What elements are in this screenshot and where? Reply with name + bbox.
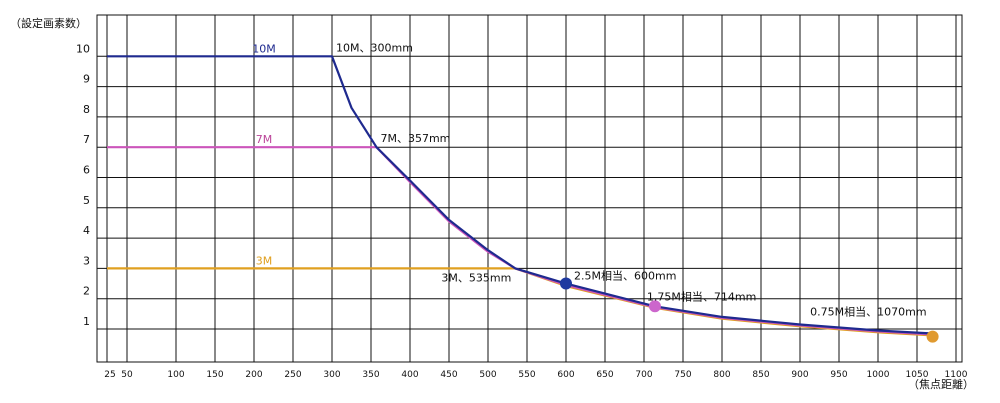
annotation-label: 10M、300mm: [336, 41, 413, 54]
x-tick-label: 25: [104, 370, 115, 380]
y-tick-label: 1: [83, 315, 90, 328]
y-tick-label: 7: [83, 133, 90, 146]
series-label: 7M: [256, 133, 273, 146]
plot-frame: [96, 14, 963, 363]
x-tick-label: 850: [752, 370, 769, 380]
y-tick-label: 10: [76, 42, 90, 55]
y-tick-label: 4: [83, 224, 90, 237]
series-label: 3M: [256, 254, 273, 267]
series-label: 10M: [252, 42, 276, 55]
x-tick-label: 100: [167, 370, 184, 380]
y-tick-label: 6: [83, 164, 90, 177]
x-tick-label: 300: [323, 370, 340, 380]
x-tick-label: 350: [362, 370, 379, 380]
x-tick-label: 1050: [906, 370, 929, 380]
labels: （設定画素数） （焦点距離） 10M 7M 3M 10M、300mm 7M、357mm 3…: [10, 16, 974, 391]
point-marker: [648, 300, 661, 313]
y-tick-label: 8: [83, 103, 90, 116]
annotation-label: 2.5M相当、600mm: [574, 269, 676, 283]
y-tick-label: 5: [83, 194, 90, 207]
x-tick-label: 50: [121, 370, 133, 380]
series-line-7m: [107, 146, 933, 336]
x-tick-label: 750: [674, 370, 691, 380]
x-tick-label: 200: [245, 370, 262, 380]
x-tick-label: 500: [479, 370, 496, 380]
point-markers: [560, 277, 939, 343]
y-tick-label: 9: [83, 73, 90, 86]
y-tick-label: 3: [83, 254, 90, 267]
annotation-label: 0.75M相当、1070mm: [810, 305, 926, 319]
point-marker: [926, 330, 939, 343]
series-line-10m: [107, 55, 933, 335]
x-tick-label: 450: [440, 370, 457, 380]
x-tick-label: 1100: [945, 370, 968, 380]
annotation-label: 3M、535mm: [441, 271, 511, 284]
x-tick-label: 700: [635, 370, 652, 380]
point-marker: [560, 277, 572, 290]
x-tick-label: 600: [557, 370, 574, 380]
x-tick-label: 900: [791, 370, 808, 380]
x-axis-label: （焦点距離）: [908, 377, 974, 391]
x-tick-label: 950: [830, 370, 847, 380]
grid: 25 50 100 150 200 250 300 350 400 450 500 550 600 650…: [76, 14, 968, 380]
y-tick-label: 2: [83, 285, 90, 298]
series-lines: [107, 55, 933, 337]
annotation-label: 7M、357mm: [380, 132, 450, 145]
y-axis-label: （設定画素数）: [10, 16, 87, 30]
x-tick-label: 400: [401, 370, 418, 380]
x-tick-label: 550: [518, 370, 535, 380]
annotation-label: 1.75M相当、714mm: [647, 289, 756, 303]
x-tick-label: 650: [596, 370, 613, 380]
x-tick-label: 1000: [867, 370, 890, 380]
x-tick-label: 150: [206, 370, 223, 380]
x-tick-label: 800: [713, 370, 730, 380]
x-tick-label: 250: [284, 370, 301, 380]
